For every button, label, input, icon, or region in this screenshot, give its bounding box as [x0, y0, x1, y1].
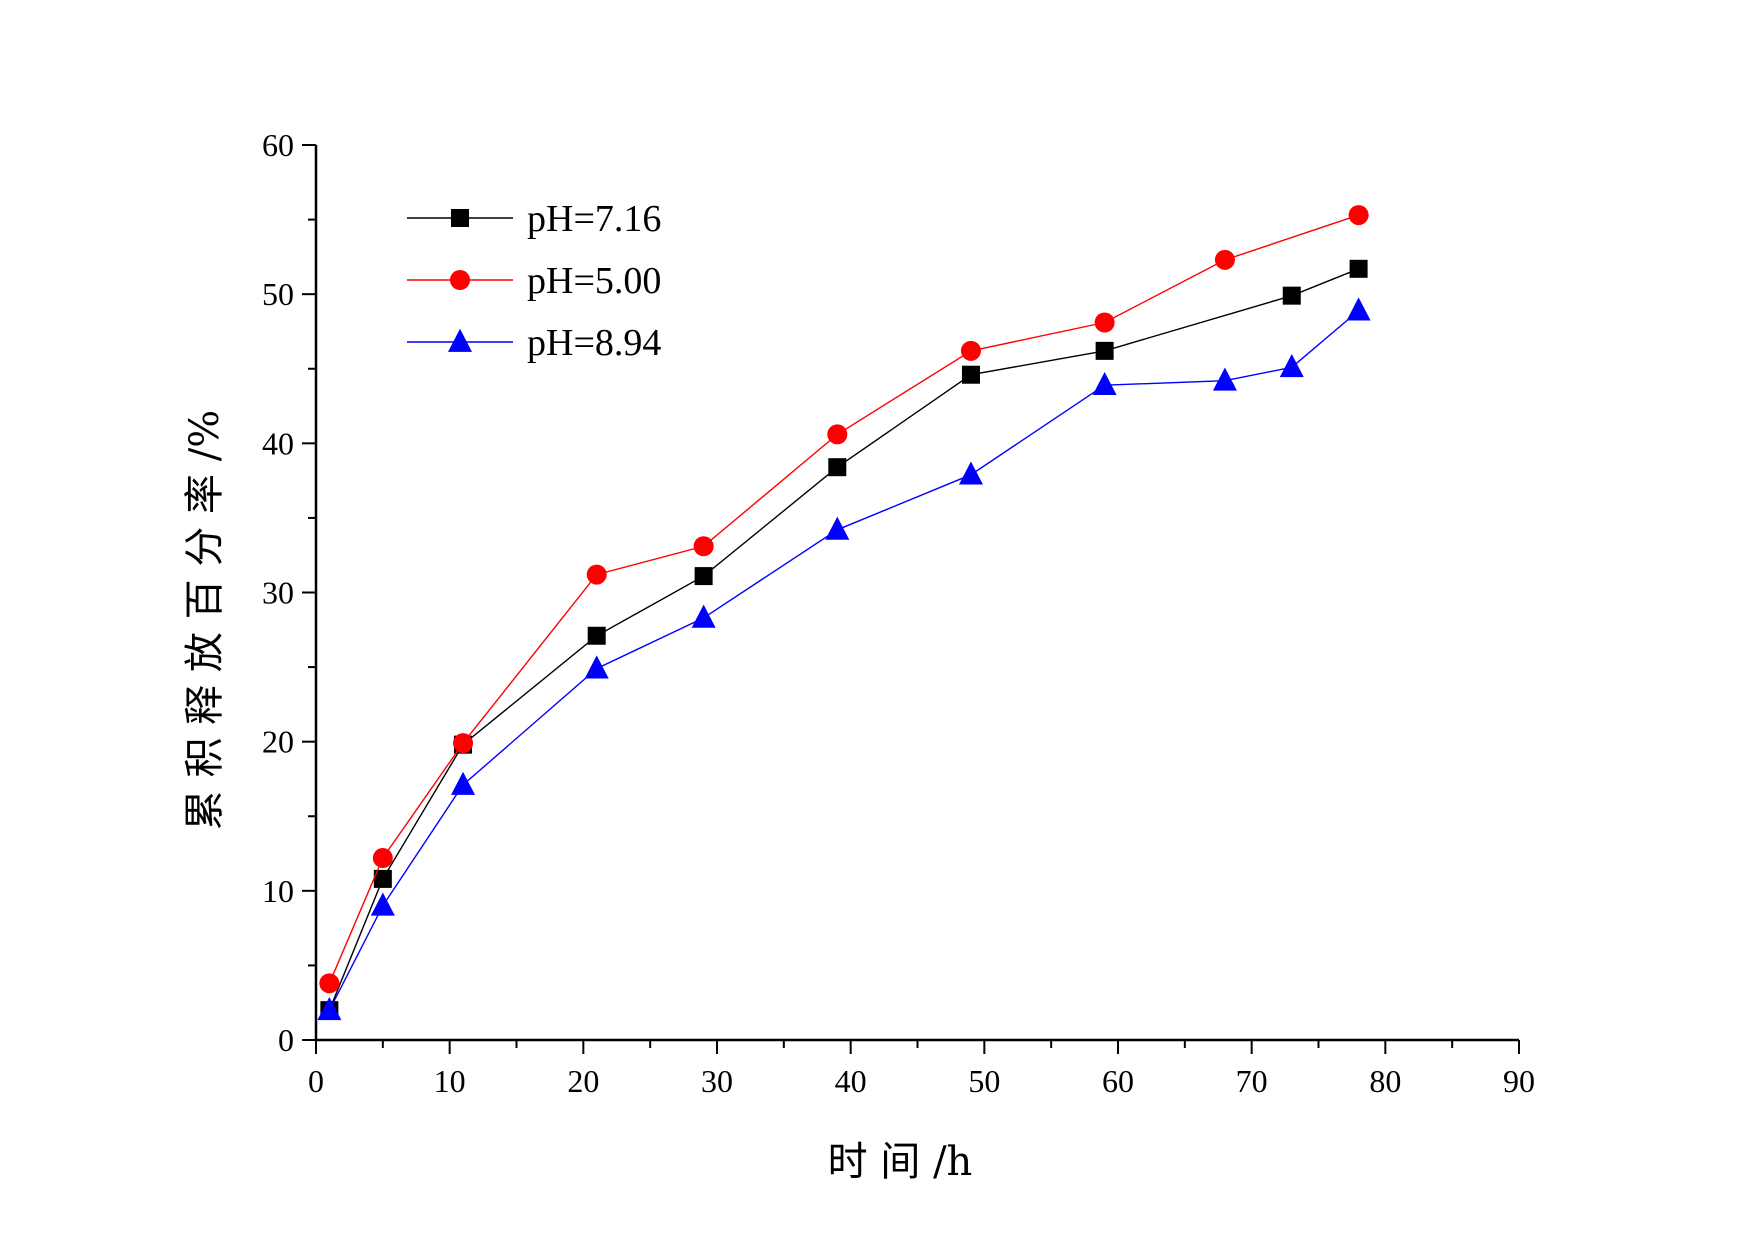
x-tick-label: 70 — [1236, 1063, 1268, 1099]
circle-marker — [827, 424, 848, 445]
y-tick-label: 0 — [278, 1022, 294, 1058]
series-line — [328, 268, 1359, 1011]
y-tick-label: 20 — [262, 724, 294, 760]
x-tick-label: 80 — [1369, 1063, 1401, 1099]
circle-marker — [1348, 205, 1369, 226]
series-layer — [317, 205, 1371, 1021]
circle-marker — [693, 536, 714, 557]
circle-marker — [1214, 249, 1235, 270]
triangle-marker — [317, 996, 342, 1021]
square-marker — [694, 567, 713, 586]
axes — [314, 145, 1519, 1042]
x-tick-label: 50 — [968, 1063, 1000, 1099]
triangle-marker — [1212, 367, 1237, 391]
triangle-marker — [958, 461, 983, 485]
square-marker — [1095, 341, 1114, 360]
triangle-marker — [1346, 297, 1371, 321]
square-marker — [828, 458, 847, 477]
series-line — [328, 310, 1360, 1011]
triangle-marker — [448, 328, 472, 352]
y-tick-label: 60 — [262, 127, 294, 163]
legend-label: pH=5.00 — [527, 260, 661, 302]
legend: pH=7.16 pH=5.00 pH=8.94 — [407, 198, 661, 364]
y-axis-ticks: 0 10 20 30 40 50 60 — [262, 127, 316, 1058]
square-marker — [961, 365, 980, 384]
y-tick-label: 50 — [262, 276, 294, 312]
triangle-marker — [451, 771, 476, 795]
series-triangle — [317, 297, 1371, 1021]
legend-label: pH=8.94 — [527, 322, 661, 364]
triangle-marker — [370, 892, 395, 916]
series-circle — [319, 205, 1369, 994]
x-tick-label: 0 — [308, 1063, 324, 1099]
square-marker — [1349, 259, 1368, 278]
y-tick-label: 40 — [262, 425, 294, 461]
square-marker — [451, 209, 469, 227]
y-axis-title: 累 积 释 放 百 分 率 /% — [182, 410, 228, 831]
circle-marker — [1094, 312, 1115, 333]
circle-marker — [586, 564, 607, 585]
legend-item: pH=8.94 — [407, 322, 661, 364]
series-line — [328, 214, 1359, 984]
circle-marker — [372, 848, 393, 869]
circle-marker — [453, 733, 474, 754]
x-tick-label: 60 — [1102, 1063, 1134, 1099]
x-tick-label: 10 — [434, 1063, 466, 1099]
legend-item: pH=7.16 — [407, 198, 661, 240]
triangle-marker — [825, 516, 850, 540]
square-marker — [587, 626, 606, 645]
y-tick-label: 10 — [262, 873, 294, 909]
x-tick-label: 20 — [567, 1063, 599, 1099]
x-axis-ticks: 0 10 20 30 40 50 60 70 80 90 — [308, 1040, 1535, 1099]
circle-marker — [960, 340, 981, 361]
circle-marker — [319, 973, 340, 994]
legend-item: pH=5.00 — [407, 260, 661, 302]
series-square — [320, 259, 1368, 1020]
x-tick-label: 30 — [701, 1063, 733, 1099]
triangle-marker — [584, 655, 609, 679]
square-marker — [373, 869, 392, 888]
triangle-marker — [1092, 371, 1117, 396]
x-tick-label: 40 — [835, 1063, 867, 1099]
triangle-marker — [1279, 354, 1304, 378]
y-tick-label: 30 — [262, 575, 294, 611]
circle-marker — [450, 270, 470, 290]
legend-label: pH=7.16 — [527, 198, 661, 240]
x-axis-title: 时 间 /h — [828, 1139, 973, 1185]
square-marker — [1282, 286, 1301, 305]
triangle-marker — [691, 604, 716, 628]
x-tick-label: 90 — [1503, 1063, 1535, 1099]
